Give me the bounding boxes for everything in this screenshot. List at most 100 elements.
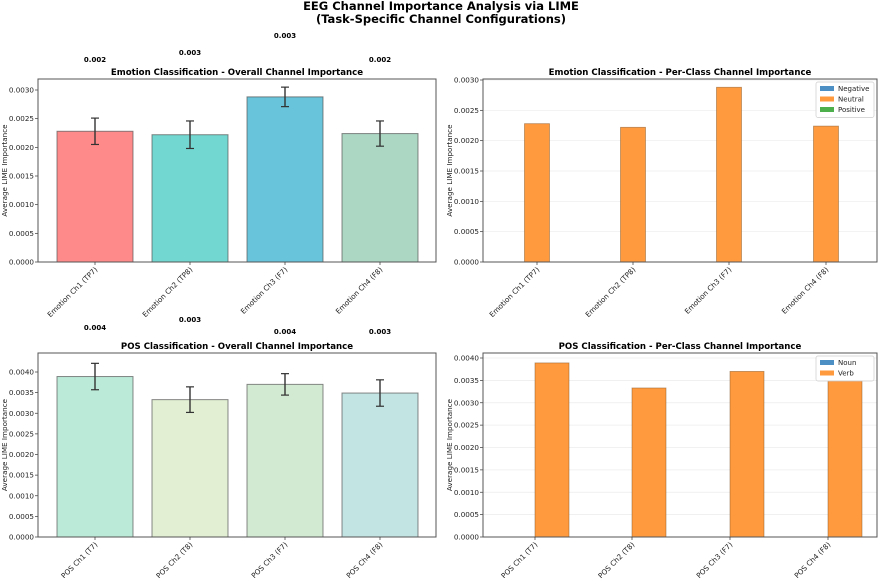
x-tick-label: POS Ch4 (F8): [344, 540, 384, 578]
chart-panel-2: 0.0000 0.0005 0.0010 0.0015 0.0020 0.0025 0.00…: [445, 68, 878, 319]
subplot-title: Emotion Classification - Per-Class Chann…: [549, 68, 812, 78]
legend-label: Positive: [838, 106, 865, 114]
plot-frame: [482, 352, 878, 538]
chart-panel-4: 0.0000 0.0005 0.0010 0.0015 0.0020 0.0025 0.00…: [445, 342, 878, 578]
subplot-title: Emotion Classification - Overall Channel…: [111, 68, 363, 78]
bar-verb: [631, 387, 667, 538]
y-tick-label: 0.0005: [9, 512, 34, 521]
x-tick-label: POS Ch2 (T8): [154, 540, 194, 578]
y-tick-label: 0.0000: [454, 258, 480, 267]
y-tick-label: 0.0020: [9, 450, 35, 459]
y-tick-label: 0.0000: [454, 533, 480, 542]
bar-neutral: [813, 125, 839, 263]
y-axis-label: Average LIME Importance: [445, 124, 454, 217]
value-label: 0.004: [274, 328, 296, 336]
bar: [151, 399, 229, 538]
y-tick-label: 0.0015: [454, 465, 479, 474]
x-tick-label: Emotion Ch1 (TP7): [45, 265, 99, 319]
plot-frame: [37, 352, 437, 538]
value-label: 0.003: [179, 316, 201, 324]
value-label: 0.002: [369, 56, 391, 64]
bar: [56, 376, 134, 538]
y-tick-label: 0.0010: [454, 488, 480, 497]
x-tick-label: POS Ch3 (F7): [694, 540, 734, 578]
bar-verb: [827, 380, 863, 538]
value-label: 0.002: [84, 56, 106, 64]
bar: [56, 130, 134, 263]
y-tick-label: 0.0035: [9, 388, 34, 397]
bar-verb: [729, 371, 765, 538]
y-tick-label: 0.0025: [454, 421, 479, 430]
y-tick-label: 0.0025: [9, 429, 34, 438]
x-tick-label: Emotion Ch3 (F7): [683, 265, 734, 316]
bar: [341, 392, 419, 538]
plot-frame: [482, 78, 878, 263]
legend-swatch: [820, 96, 834, 102]
x-tick-label: Emotion Ch4 (F8): [780, 265, 831, 316]
y-tick-label: 0.0015: [9, 471, 34, 480]
y-tick-label: 0.0035: [454, 376, 479, 385]
chart-panel-3: 0.0000 0.0005 0.0010 0.0015 0.0020 0.0025 0.00…: [0, 316, 437, 578]
chart-panel-1: 0.0000 0.0005 0.0010 0.0015 0.0020 0.0025 0.00…: [0, 32, 437, 319]
legend-label: Neutral: [838, 96, 864, 104]
legend-label: Noun: [838, 359, 856, 367]
bar-verb: [534, 362, 570, 538]
bar-neutral: [716, 86, 742, 263]
y-tick-label: 0.0020: [9, 143, 35, 152]
y-tick-label: 0.0000: [9, 533, 35, 542]
subplot-title: POS Classification - Overall Channel Imp…: [121, 342, 353, 352]
legend-label: Verb: [838, 370, 854, 378]
y-tick-label: 0.0015: [9, 172, 34, 181]
value-label: 0.004: [84, 324, 106, 332]
y-axis-label: Average LIME Importance: [0, 124, 9, 217]
y-tick-label: 0.0025: [454, 106, 479, 115]
x-tick-label: Emotion Ch3 (F7): [239, 265, 290, 316]
figure-title-line1: EEG Channel Importance Analysis via LIME: [303, 0, 579, 13]
legend-swatch: [820, 107, 834, 112]
x-tick-label: Emotion Ch2 (TP8): [583, 265, 637, 319]
x-tick-label: POS Ch1 (T7): [59, 540, 99, 578]
y-tick-label: 0.0005: [454, 510, 479, 519]
y-tick-label: 0.0005: [9, 229, 34, 238]
y-tick-label: 0.0010: [9, 491, 35, 500]
figure-title-line2: (Task-Specific Channel Configurations): [316, 12, 566, 26]
legend-swatch: [820, 86, 834, 91]
legend-label: Negative: [838, 85, 869, 93]
y-tick-label: 0.0010: [9, 200, 35, 209]
value-label: 0.003: [179, 49, 201, 57]
y-tick-label: 0.0030: [454, 398, 480, 407]
subplot-title: POS Classification - Per-Class Channel I…: [559, 342, 802, 352]
x-tick-label: POS Ch2 (T8): [596, 540, 636, 578]
y-tick-label: 0.0020: [454, 443, 480, 452]
y-tick-label: 0.0025: [9, 114, 34, 123]
y-tick-label: 0.0000: [9, 258, 35, 267]
y-tick-label: 0.0040: [9, 368, 35, 377]
bar: [246, 96, 324, 263]
value-label: 0.003: [369, 328, 391, 336]
bar: [151, 134, 229, 263]
y-tick-label: 0.0030: [9, 86, 35, 95]
y-tick-label: 0.0030: [454, 76, 480, 85]
legend-swatch: [820, 360, 834, 365]
x-tick-label: POS Ch4 (F8): [792, 540, 832, 578]
bar-neutral: [524, 123, 550, 263]
y-axis-label: Average LIME Importance: [0, 398, 9, 491]
value-label: 0.003: [274, 32, 296, 40]
y-tick-label: 0.0010: [454, 197, 480, 206]
y-tick-label: 0.0030: [9, 409, 35, 418]
y-tick-label: 0.0015: [454, 167, 479, 176]
x-tick-label: Emotion Ch1 (TP7): [487, 265, 541, 319]
x-tick-label: Emotion Ch4 (F8): [334, 265, 385, 316]
bar-neutral: [620, 126, 646, 263]
bar: [246, 383, 324, 538]
bar: [341, 133, 419, 263]
legend-swatch: [820, 370, 834, 376]
y-tick-label: 0.0020: [454, 136, 480, 145]
y-tick-label: 0.0040: [454, 354, 480, 363]
x-tick-label: Emotion Ch2 (TP8): [140, 265, 194, 319]
x-tick-label: POS Ch3 (F7): [249, 540, 289, 578]
plot-frame: [37, 78, 437, 263]
x-tick-label: POS Ch1 (T7): [499, 540, 539, 578]
y-tick-label: 0.0005: [454, 227, 479, 236]
